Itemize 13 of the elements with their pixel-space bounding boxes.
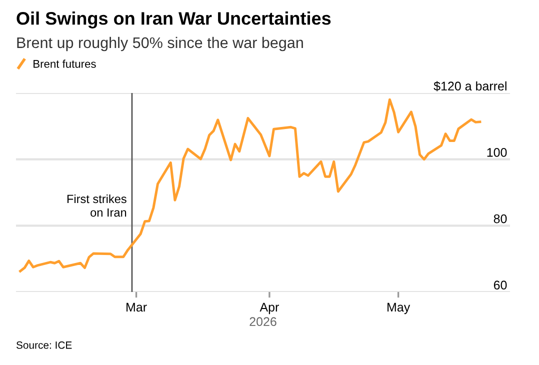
x-tick-label: Apr: [260, 302, 279, 314]
legend-label: Brent futures: [34, 60, 96, 68]
x-axis-title: 2026: [250, 317, 276, 326]
y-tick-label: $120 a barrel: [434, 81, 506, 92]
chart-title: Oil Swings on Iran War Uncertainties: [16, 12, 331, 28]
x-tick-label: Mar: [126, 302, 147, 312]
y-tick-label: 80: [494, 214, 507, 224]
chart-subtitle: Brent up roughly 50% since the war began: [17, 36, 303, 52]
y-tick-label: 100: [487, 148, 507, 157]
ref-line-label: First strikes on Iran: [67, 194, 126, 217]
source-note: Source: ICE: [16, 341, 72, 349]
x-tick-label: May: [388, 302, 410, 314]
y-tick-label: 60: [494, 280, 507, 290]
